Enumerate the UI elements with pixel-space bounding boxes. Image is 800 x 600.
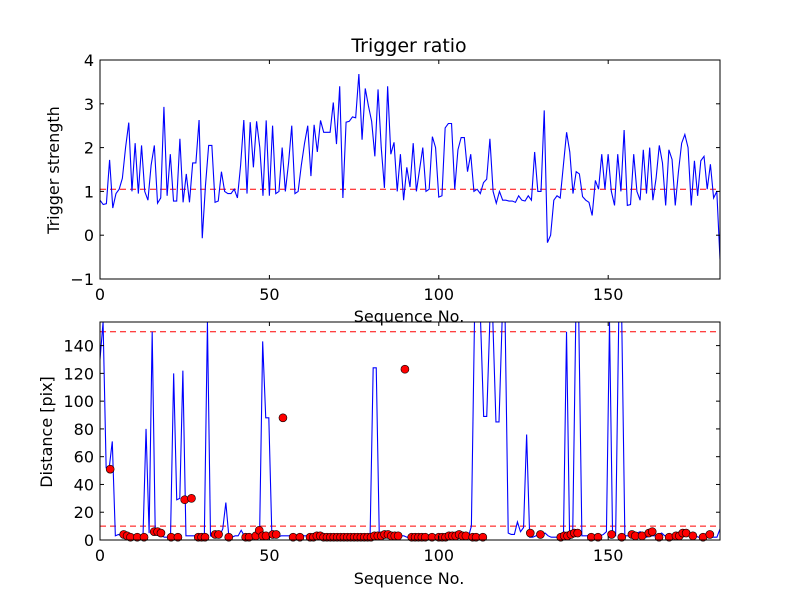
y-axis-label: Distance [pix] [37,376,56,488]
marker-point [573,528,583,538]
marker-point [393,531,403,541]
y-tick-label: 140 [63,337,94,356]
marker-point [705,530,715,539]
marker-point [607,530,616,539]
y-tick-label: 3 [84,95,94,114]
marker-point [200,532,210,542]
x-tick-label: 0 [95,285,105,304]
x-tick-label: 50 [259,285,279,304]
marker-point [224,532,234,542]
y-tick-label: 120 [63,364,94,383]
distance-panel: 0 50 100 150 0 20 40 60 80 100 120 140 Sequence No.… [37,321,721,588]
marker-point [525,528,535,538]
y-tick-label: 2 [84,139,94,158]
marker-point [278,413,288,423]
x-tick-label: 0 [95,546,105,565]
marker-point [271,530,281,539]
marker-point [654,532,664,542]
marker-point [187,494,196,503]
marker-point [593,532,603,542]
y-axis-label: Trigger strength [44,106,63,235]
y-tick-label: 4 [84,51,94,70]
y-tick-label: 40 [74,475,94,494]
x-tick-label: 100 [424,285,455,304]
y-tick-label: 20 [74,503,94,522]
x-tick-label: 150 [593,285,624,304]
marker-point [647,527,657,536]
marker-point [478,532,488,542]
y-tick-label: 0 [84,226,94,245]
plot-frame [99,321,721,541]
x-tick-label: 100 [424,546,455,565]
marker-point [139,532,149,542]
marker-point [214,530,223,539]
marker-point [536,530,545,539]
y-tick-label: 80 [74,420,94,439]
x-tick-label: 150 [593,546,624,565]
series-line [99,73,721,260]
series-lines [99,73,721,260]
threshold-lines [100,331,720,527]
y-tick-label: 60 [74,448,94,467]
axis-ticks: 0 50 100 150 0 20 40 60 80 100 120 140 [63,322,720,565]
x-tick-label: 50 [259,546,279,565]
marker-point [173,532,183,542]
marker-point [295,532,305,542]
plot-frame [99,59,721,280]
marker-point [617,532,627,542]
y-tick-label: 1 [84,182,94,201]
y-tick-label: 0 [84,531,94,550]
marker-point [400,364,410,374]
y-tick-label: −1 [70,270,94,289]
marker-point [688,531,698,541]
x-axis-label: Sequence No. [354,569,465,588]
y-tick-label: 100 [63,392,94,411]
x-axis-label: Sequence No. [354,307,465,326]
marker-point [156,528,166,538]
marker-point [105,464,115,474]
chart-title: Trigger ratio [350,35,466,57]
